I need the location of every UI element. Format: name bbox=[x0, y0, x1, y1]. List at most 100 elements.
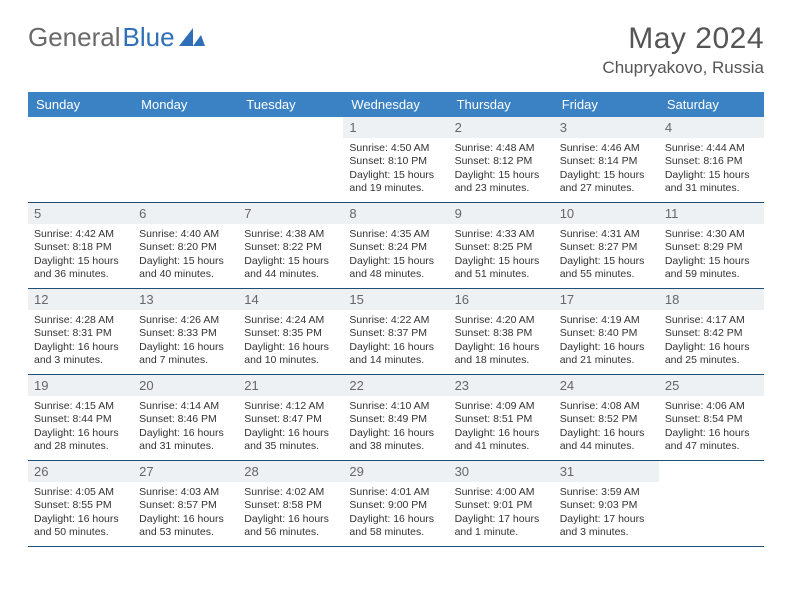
calendar-cell: 27 Sunrise: 4:03 AMSunset: 8:57 PMDayligh… bbox=[133, 461, 238, 547]
location: Chupryakovo, Russia bbox=[602, 58, 764, 78]
day-info: Sunrise: 4:44 AMSunset: 8:16 PMDaylight:… bbox=[665, 142, 758, 196]
calendar-cell: 29Sunrise: 4:01 AMSunset: 9:00 PMDayligh… bbox=[343, 461, 448, 547]
day-info: Sunrise: 4:14 AMSunset: 8:46 PMDaylight:… bbox=[139, 400, 232, 454]
day-number: 9 bbox=[449, 203, 554, 224]
day-info: Sunrise: 4:50 AMSunset: 8:10 PMDaylight:… bbox=[349, 142, 442, 196]
calendar-cell: 11 Sunrise: 4:30 AMSunset: 8:29 PMDayligh… bbox=[659, 203, 764, 289]
calendar-cell: 16 Sunrise: 4:20 AMSunset: 8:38 PMDayligh… bbox=[449, 289, 554, 375]
dow-tue: Tuesday bbox=[238, 92, 343, 117]
calendar-cell: 17 Sunrise: 4:19 AMSunset: 8:40 PMDayligh… bbox=[554, 289, 659, 375]
calendar-cell: 28 Sunrise: 4:02 AMSunset: 8:58 PMDayligh… bbox=[238, 461, 343, 547]
day-number: 1 bbox=[343, 117, 448, 138]
day-info: Sunrise: 4:35 AMSunset: 8:24 PMDaylight:… bbox=[349, 228, 442, 282]
day-number: 6 bbox=[133, 203, 238, 224]
day-number: 28 bbox=[238, 461, 343, 482]
day-info: Sunrise: 4:22 AMSunset: 8:37 PMDaylight:… bbox=[349, 314, 442, 368]
day-number: 30 bbox=[449, 461, 554, 482]
dow-sat: Saturday bbox=[659, 92, 764, 117]
calendar-cell: 18 Sunrise: 4:17 AMSunset: 8:42 PMDayligh… bbox=[659, 289, 764, 375]
calendar-cell: 8Sunrise: 4:35 AMSunset: 8:24 PMDaylight… bbox=[343, 203, 448, 289]
day-info: Sunrise: 4:48 AMSunset: 8:12 PMDaylight:… bbox=[455, 142, 548, 196]
logo-text-2: Blue bbox=[123, 22, 175, 53]
dow-fri: Friday bbox=[554, 92, 659, 117]
dow-mon: Monday bbox=[133, 92, 238, 117]
day-info: Sunrise: 3:59 AMSunset: 9:03 PMDaylight:… bbox=[560, 486, 653, 540]
day-number: 29 bbox=[343, 461, 448, 482]
calendar-cell: 15 Sunrise: 4:22 AMSunset: 8:37 PMDayligh… bbox=[343, 289, 448, 375]
day-number: 11 bbox=[659, 203, 764, 224]
calendar-cell: 1 Sunrise: 4:50 AMSunset: 8:10 PMDaylight… bbox=[343, 117, 448, 203]
logo-icon bbox=[179, 22, 205, 53]
calendar-cell: 24 Sunrise: 4:08 AMSunset: 8:52 PMDayligh… bbox=[554, 375, 659, 461]
day-info: Sunrise: 4:31 AMSunset: 8:27 PMDaylight:… bbox=[560, 228, 653, 282]
calendar-cell: 10 Sunrise: 4:31 AMSunset: 8:27 PMDayligh… bbox=[554, 203, 659, 289]
day-number: 26 bbox=[28, 461, 133, 482]
calendar-cell: 2 Sunrise: 4:48 AMSunset: 8:12 PMDaylight… bbox=[449, 117, 554, 203]
day-info: Sunrise: 4:33 AMSunset: 8:25 PMDaylight:… bbox=[455, 228, 548, 282]
day-number: 22 bbox=[343, 375, 448, 396]
day-info: Sunrise: 4:26 AMSunset: 8:33 PMDaylight:… bbox=[139, 314, 232, 368]
day-info: Sunrise: 4:40 AMSunset: 8:20 PMDaylight:… bbox=[139, 228, 232, 282]
calendar-cell: 26Sunrise: 4:05 AMSunset: 8:55 PMDayligh… bbox=[28, 461, 133, 547]
day-info: Sunrise: 4:28 AMSunset: 8:31 PMDaylight:… bbox=[34, 314, 127, 368]
day-number: 10 bbox=[554, 203, 659, 224]
day-info: Sunrise: 4:09 AMSunset: 8:51 PMDaylight:… bbox=[455, 400, 548, 454]
day-info: Sunrise: 4:30 AMSunset: 8:29 PMDaylight:… bbox=[665, 228, 758, 282]
day-number: 3 bbox=[554, 117, 659, 138]
day-info: Sunrise: 4:08 AMSunset: 8:52 PMDaylight:… bbox=[560, 400, 653, 454]
calendar-header: Sunday Monday Tuesday Wednesday Thursday… bbox=[28, 92, 764, 117]
day-number: 31 bbox=[554, 461, 659, 482]
calendar-cell: 13 Sunrise: 4:26 AMSunset: 8:33 PMDayligh… bbox=[133, 289, 238, 375]
day-info: Sunrise: 4:24 AMSunset: 8:35 PMDaylight:… bbox=[244, 314, 337, 368]
calendar-cell: 14 Sunrise: 4:24 AMSunset: 8:35 PMDayligh… bbox=[238, 289, 343, 375]
calendar-cell-empty bbox=[238, 117, 343, 203]
day-info: Sunrise: 4:19 AMSunset: 8:40 PMDaylight:… bbox=[560, 314, 653, 368]
calendar-cell: 3Sunrise: 4:46 AMSunset: 8:14 PMDaylight… bbox=[554, 117, 659, 203]
day-info: Sunrise: 4:00 AMSunset: 9:01 PMDaylight:… bbox=[455, 486, 548, 540]
day-info: Sunrise: 4:38 AMSunset: 8:22 PMDaylight:… bbox=[244, 228, 337, 282]
day-info: Sunrise: 4:02 AMSunset: 8:58 PMDaylight:… bbox=[244, 486, 337, 540]
header: GeneralBlue May 2024 Chupryakovo, Russia bbox=[28, 22, 764, 78]
day-info: Sunrise: 4:15 AMSunset: 8:44 PMDaylight:… bbox=[34, 400, 127, 454]
day-info: Sunrise: 4:06 AMSunset: 8:54 PMDaylight:… bbox=[665, 400, 758, 454]
day-number: 24 bbox=[554, 375, 659, 396]
calendar-cell: 22Sunrise: 4:10 AMSunset: 8:49 PMDayligh… bbox=[343, 375, 448, 461]
day-info: Sunrise: 4:03 AMSunset: 8:57 PMDaylight:… bbox=[139, 486, 232, 540]
calendar-cell: 25 Sunrise: 4:06 AMSunset: 8:54 PMDayligh… bbox=[659, 375, 764, 461]
calendar-cell: 12Sunrise: 4:28 AMSunset: 8:31 PMDayligh… bbox=[28, 289, 133, 375]
day-number: 5 bbox=[28, 203, 133, 224]
day-number: 15 bbox=[343, 289, 448, 310]
day-number: 17 bbox=[554, 289, 659, 310]
day-number: 4 bbox=[659, 117, 764, 138]
logo: GeneralBlue bbox=[28, 22, 205, 53]
day-number: 25 bbox=[659, 375, 764, 396]
calendar-cell: 31 Sunrise: 3:59 AMSunset: 9:03 PMDayligh… bbox=[554, 461, 659, 547]
day-number: 20 bbox=[133, 375, 238, 396]
page-title: May 2024 bbox=[602, 22, 764, 56]
calendar-cell: 6 Sunrise: 4:40 AMSunset: 8:20 PMDaylight… bbox=[133, 203, 238, 289]
day-number: 27 bbox=[133, 461, 238, 482]
day-number: 18 bbox=[659, 289, 764, 310]
day-number: 13 bbox=[133, 289, 238, 310]
calendar-cell: 7 Sunrise: 4:38 AMSunset: 8:22 PMDaylight… bbox=[238, 203, 343, 289]
calendar-grid: 1 Sunrise: 4:50 AMSunset: 8:10 PMDaylight… bbox=[28, 117, 764, 547]
calendar-cell: 23 Sunrise: 4:09 AMSunset: 8:51 PMDayligh… bbox=[449, 375, 554, 461]
day-number: 16 bbox=[449, 289, 554, 310]
day-info: Sunrise: 4:20 AMSunset: 8:38 PMDaylight:… bbox=[455, 314, 548, 368]
day-number: 7 bbox=[238, 203, 343, 224]
calendar-cell-empty bbox=[659, 461, 764, 547]
calendar-cell: 20 Sunrise: 4:14 AMSunset: 8:46 PMDayligh… bbox=[133, 375, 238, 461]
logo-text-1: General bbox=[28, 22, 121, 53]
calendar-cell: 30 Sunrise: 4:00 AMSunset: 9:01 PMDayligh… bbox=[449, 461, 554, 547]
calendar-cell: 9 Sunrise: 4:33 AMSunset: 8:25 PMDaylight… bbox=[449, 203, 554, 289]
day-number: 19 bbox=[28, 375, 133, 396]
day-number: 23 bbox=[449, 375, 554, 396]
calendar-cell: 19 Sunrise: 4:15 AMSunset: 8:44 PMDayligh… bbox=[28, 375, 133, 461]
calendar-cell: 4 Sunrise: 4:44 AMSunset: 8:16 PMDaylight… bbox=[659, 117, 764, 203]
dow-thu: Thursday bbox=[449, 92, 554, 117]
day-number: 2 bbox=[449, 117, 554, 138]
calendar-cell: 21Sunrise: 4:12 AMSunset: 8:47 PMDayligh… bbox=[238, 375, 343, 461]
day-number: 14 bbox=[238, 289, 343, 310]
dow-sun: Sunday bbox=[28, 92, 133, 117]
day-info: Sunrise: 4:17 AMSunset: 8:42 PMDaylight:… bbox=[665, 314, 758, 368]
